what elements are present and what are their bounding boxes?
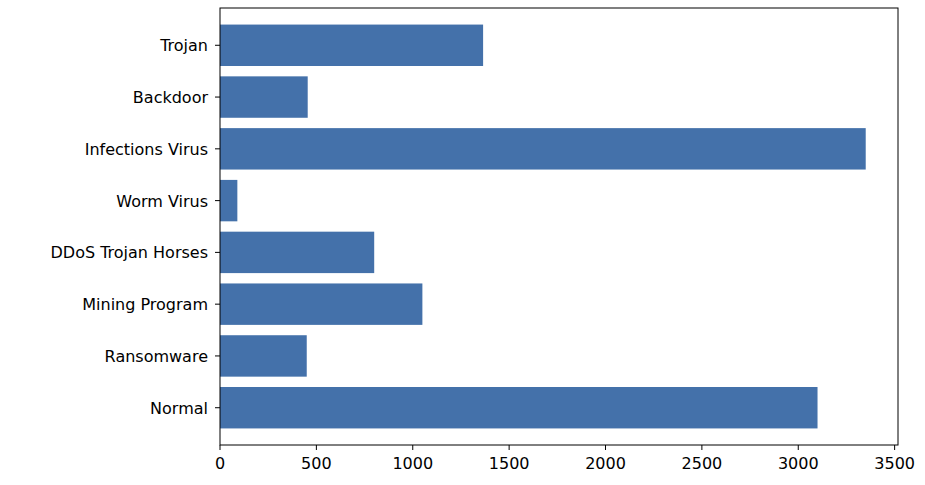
x-tick xyxy=(894,445,895,450)
y-tick-label: Infections Virus xyxy=(85,140,208,159)
x-tick xyxy=(412,445,413,450)
y-tick xyxy=(215,355,220,356)
bar xyxy=(220,180,237,221)
y-tick xyxy=(215,407,220,408)
bar xyxy=(220,335,307,376)
x-tick-label: 2500 xyxy=(682,454,723,473)
x-tick-label: 1000 xyxy=(392,454,433,473)
y-tick-label: Ransomware xyxy=(105,347,208,366)
bar xyxy=(220,76,308,117)
y-tick xyxy=(215,252,220,253)
bars xyxy=(220,25,866,429)
y-tick xyxy=(215,200,220,201)
x-tick-label: 3000 xyxy=(778,454,819,473)
x-tick-label: 3500 xyxy=(874,454,915,473)
bar xyxy=(220,128,866,169)
plot-frame xyxy=(220,8,898,445)
y-tick xyxy=(215,304,220,305)
y-tick xyxy=(215,97,220,98)
bar xyxy=(220,387,818,428)
x-tick xyxy=(701,445,702,450)
chart-container: 0 500 1000 1500 2000 2500 3000 3500 Trojan Backdo… xyxy=(0,0,925,485)
x-tick-label: 1500 xyxy=(489,454,530,473)
y-tick-label: DDoS Trojan Horses xyxy=(51,243,209,262)
y-tick xyxy=(215,148,220,149)
x-tick xyxy=(605,445,606,450)
y-tick-label: Mining Program xyxy=(82,295,208,314)
y-tick-label: Trojan xyxy=(159,36,208,55)
x-tick-label: 500 xyxy=(301,454,332,473)
x-tick-label: 2000 xyxy=(585,454,626,473)
chart-svg: 0 500 1000 1500 2000 2500 3000 3500 Trojan Backdo… xyxy=(0,0,925,485)
y-tick xyxy=(215,45,220,46)
x-tick xyxy=(316,445,317,450)
x-tick-label: 0 xyxy=(215,454,225,473)
bar xyxy=(220,283,422,324)
y-tick-label: Normal xyxy=(150,399,208,418)
x-tick xyxy=(220,445,221,450)
y-tick-label: Backdoor xyxy=(133,88,209,107)
bar xyxy=(220,25,483,66)
y-tick-label: Worm Virus xyxy=(116,192,208,211)
x-tick xyxy=(798,445,799,450)
bar xyxy=(220,232,374,273)
x-tick xyxy=(509,445,510,450)
